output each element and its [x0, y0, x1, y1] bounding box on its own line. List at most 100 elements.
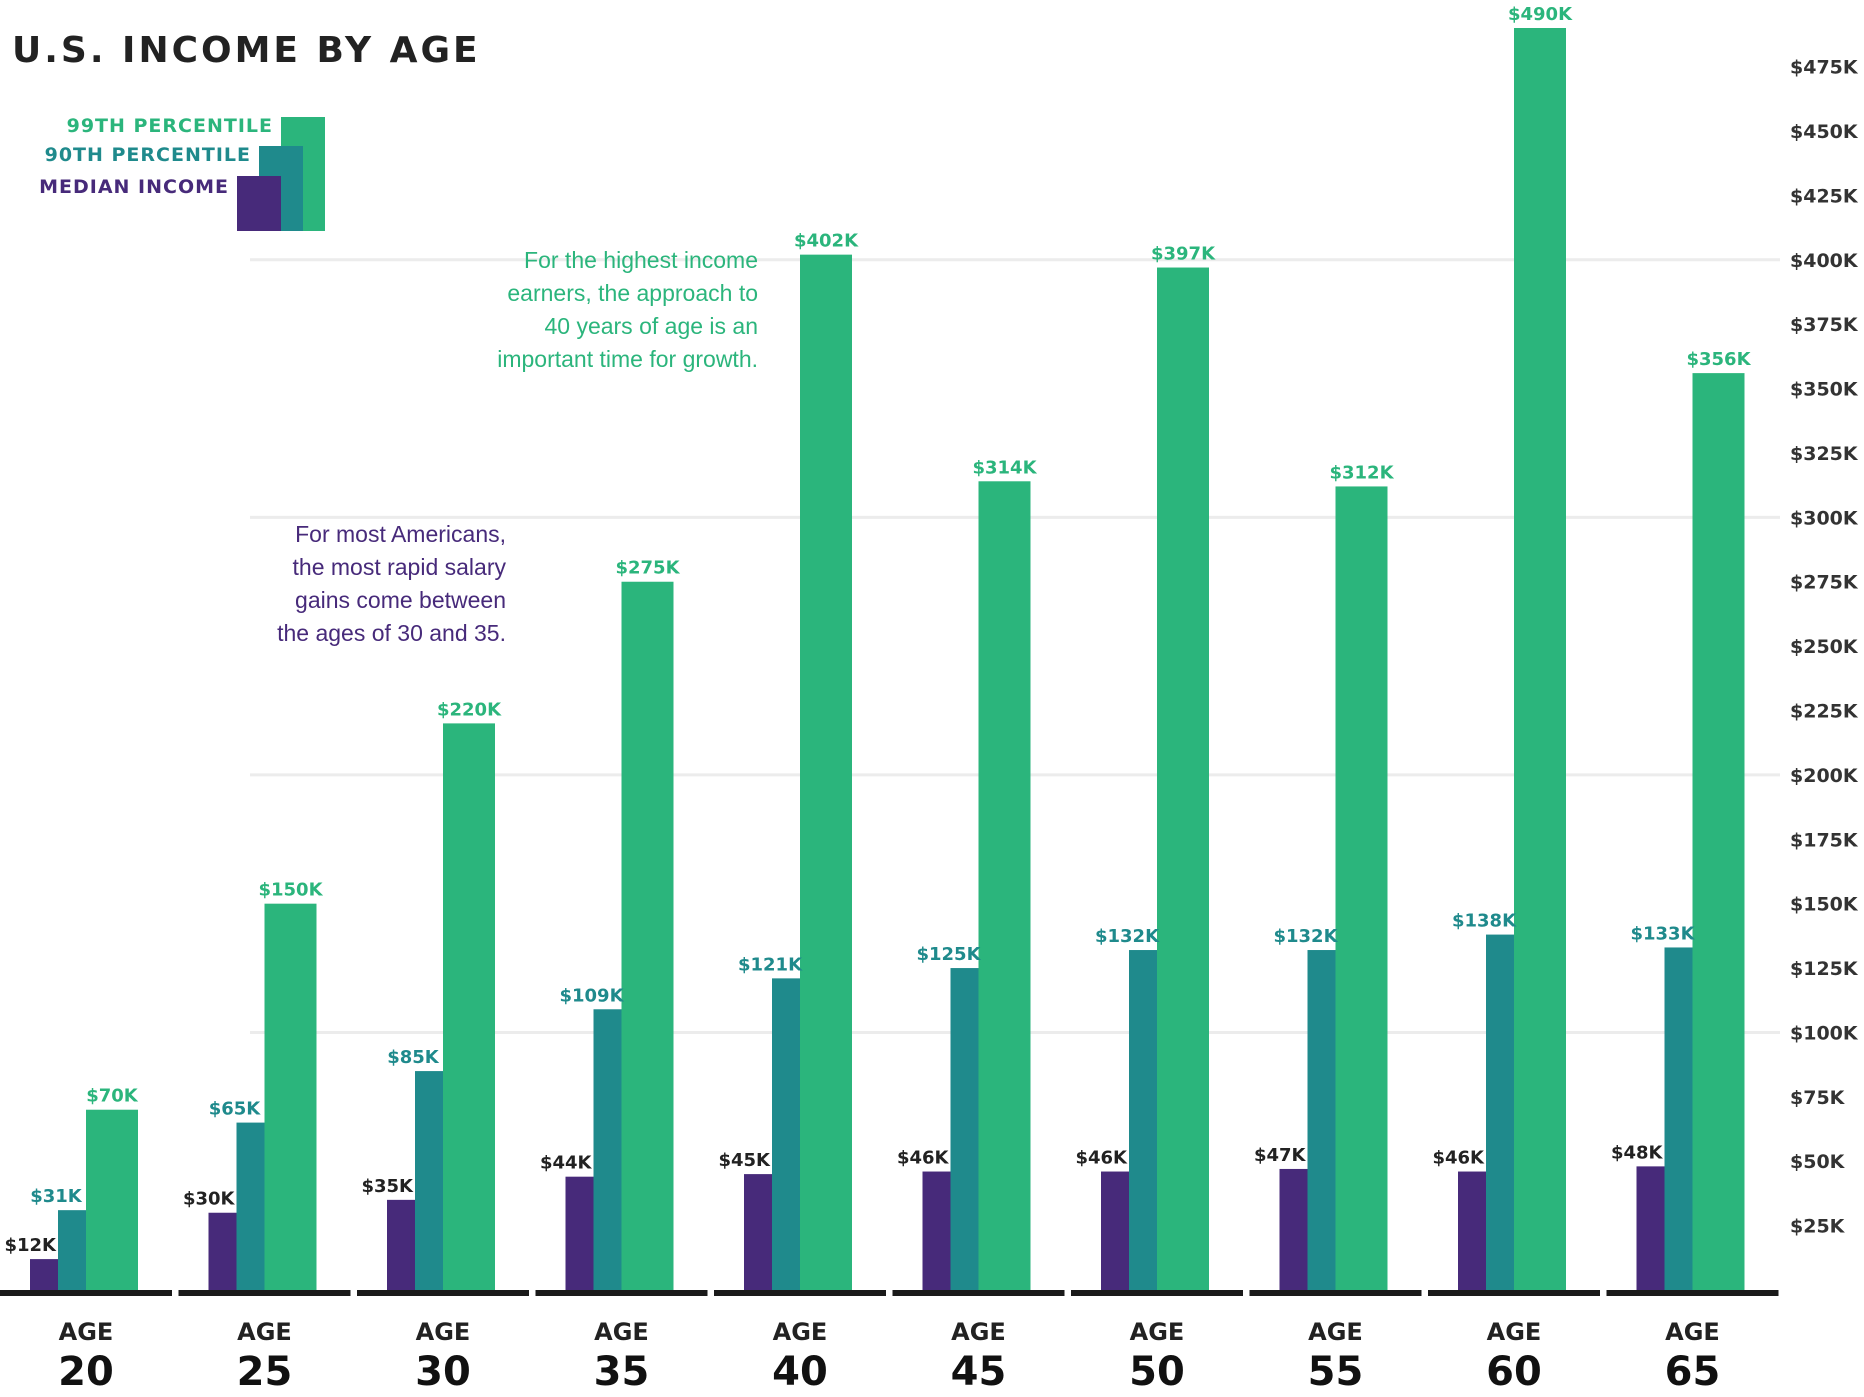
y-tick-label: $225K [1790, 701, 1859, 723]
data-label-p90-age-20: $31K [30, 1186, 83, 1207]
baseline-segment [357, 1290, 529, 1296]
x-axis-labels: AGE 20 AGE 25 AGE 30 AGE 35 AGE 40 AGE 45 AGE 50 AGE 55… [58, 1318, 1720, 1395]
data-label-median-age-50: $46K [1075, 1148, 1128, 1169]
baseline-segment [892, 1290, 1065, 1296]
data-label-p99-age-55: $312K [1329, 462, 1394, 483]
bar-p99-age-40 [800, 254, 852, 1290]
baseline-segment [714, 1290, 886, 1296]
x-tick-label: 45 [951, 1349, 1007, 1395]
data-label-p90-age-55: $132K [1273, 926, 1338, 947]
data-label-median-age-55: $47K [1254, 1145, 1307, 1166]
baseline-segment [535, 1290, 708, 1296]
bar-p99-age-55 [1335, 486, 1388, 1291]
legend-label-p90: 90TH PERCENTILE [45, 144, 251, 166]
y-tick-label: $350K [1790, 379, 1859, 401]
x-tick-label: 50 [1129, 1349, 1185, 1395]
y-axis-ticks: $25K $50K $75K $100K $125K $150K $175K $200K $22… [1790, 57, 1859, 1238]
annotation-top-line: 40 years of age is an [544, 313, 758, 339]
legend-label-p99: 99TH PERCENTILE [67, 115, 273, 137]
bars: $12K $31K $70K $30K $65K $150K $35K $85K $220K $4… [4, 4, 1752, 1291]
y-tick-label: $475K [1790, 57, 1859, 79]
y-tick-label: $400K [1790, 250, 1859, 272]
x-tick-label: 40 [772, 1349, 828, 1395]
data-label-median-age-20: $12K [4, 1235, 57, 1256]
y-tick-label: $375K [1790, 314, 1859, 336]
annotation-most-americans: For most Americans, the most rapid salary… [277, 521, 506, 646]
x-label-prefix: AGE [1308, 1318, 1363, 1346]
data-label-p99-age-65: $356K [1686, 349, 1751, 370]
bar-p99-age-35 [621, 581, 674, 1290]
data-label-p90-age-60: $138K [1452, 911, 1517, 932]
data-label-median-age-35: $44K [540, 1153, 593, 1174]
baseline-segment [178, 1290, 351, 1296]
data-label-p99-age-50: $397K [1151, 244, 1216, 265]
annotation-top-line: For the highest income [524, 247, 758, 273]
data-label-median-age-30: $35K [361, 1176, 414, 1197]
y-tick-label: $150K [1790, 894, 1859, 916]
y-tick-label: $450K [1790, 121, 1859, 143]
bar-p99-age-25 [264, 903, 317, 1290]
bar-p99-age-60 [1514, 28, 1566, 1290]
bar-p99-age-50 [1157, 267, 1209, 1290]
bar-p99-age-45 [978, 481, 1031, 1290]
baseline-segments [0, 1290, 1779, 1296]
x-tick-label: 30 [415, 1349, 471, 1395]
data-label-p90-age-35: $109K [559, 985, 624, 1006]
annotation-top-line: earners, the approach to [507, 280, 758, 306]
data-label-median-age-60: $46K [1432, 1148, 1485, 1169]
x-label-prefix: AGE [773, 1318, 828, 1346]
data-label-p90-age-25: $65K [209, 1099, 262, 1120]
legend-label-median: MEDIAN INCOME [39, 176, 229, 198]
y-tick-label: $25K [1790, 1216, 1846, 1238]
x-tick-label: 35 [594, 1349, 650, 1395]
data-label-median-age-40: $45K [718, 1150, 771, 1171]
annotation-top-earners: For the highest income earners, the appro… [497, 247, 758, 372]
bar-p99-age-65 [1692, 373, 1745, 1290]
y-tick-label: $100K [1790, 1022, 1859, 1044]
legend: 99TH PERCENTILE 90TH PERCENTILE MEDIAN INC… [39, 115, 325, 231]
baseline-segment [1428, 1290, 1600, 1296]
data-label-p99-age-20: $70K [86, 1086, 139, 1107]
x-label-prefix: AGE [1665, 1318, 1720, 1346]
data-label-p99-age-60: $490K [1508, 4, 1573, 25]
x-tick-label: 65 [1665, 1349, 1721, 1395]
baseline-segment [0, 1290, 172, 1296]
bar-p99-age-20 [86, 1109, 138, 1290]
y-tick-label: $275K [1790, 572, 1859, 594]
x-tick-label: 25 [237, 1349, 293, 1395]
annotation-most-line: the ages of 30 and 35. [277, 620, 506, 646]
x-label-prefix: AGE [1487, 1318, 1542, 1346]
y-tick-label: $175K [1790, 829, 1859, 851]
baseline-segment [1071, 1290, 1243, 1296]
y-tick-label: $125K [1790, 958, 1859, 980]
data-label-median-age-25: $30K [183, 1189, 236, 1210]
data-label-p90-age-40: $121K [738, 954, 803, 975]
annotation-most-line: For most Americans, [295, 521, 506, 547]
chart-title: U.S. INCOME BY AGE [12, 30, 481, 71]
legend-swatch-median [237, 176, 281, 231]
x-label-prefix: AGE [416, 1318, 471, 1346]
data-label-p99-age-40: $402K [794, 231, 859, 252]
x-tick-label: 55 [1308, 1349, 1364, 1395]
x-label-prefix: AGE [594, 1318, 649, 1346]
bar-p99-age-30 [443, 723, 495, 1290]
x-tick-label: 20 [58, 1349, 114, 1395]
x-label-prefix: AGE [951, 1318, 1006, 1346]
data-label-p90-age-45: $125K [916, 944, 981, 965]
y-tick-label: $300K [1790, 507, 1859, 529]
annotation-most-line: the most rapid salary [293, 554, 507, 580]
x-label-prefix: AGE [237, 1318, 292, 1346]
x-label-prefix: AGE [1130, 1318, 1185, 1346]
data-label-median-age-45: $46K [897, 1148, 950, 1169]
y-tick-label: $50K [1790, 1151, 1846, 1173]
x-label-prefix: AGE [59, 1318, 114, 1346]
x-tick-label: 60 [1486, 1349, 1542, 1395]
data-label-p99-age-25: $150K [258, 880, 323, 901]
y-tick-label: $325K [1790, 443, 1859, 465]
data-label-p90-age-50: $132K [1095, 926, 1160, 947]
y-tick-label: $75K [1790, 1087, 1846, 1109]
data-label-median-age-65: $48K [1611, 1142, 1664, 1163]
y-tick-label: $425K [1790, 185, 1859, 207]
baseline-segment [1249, 1290, 1422, 1296]
